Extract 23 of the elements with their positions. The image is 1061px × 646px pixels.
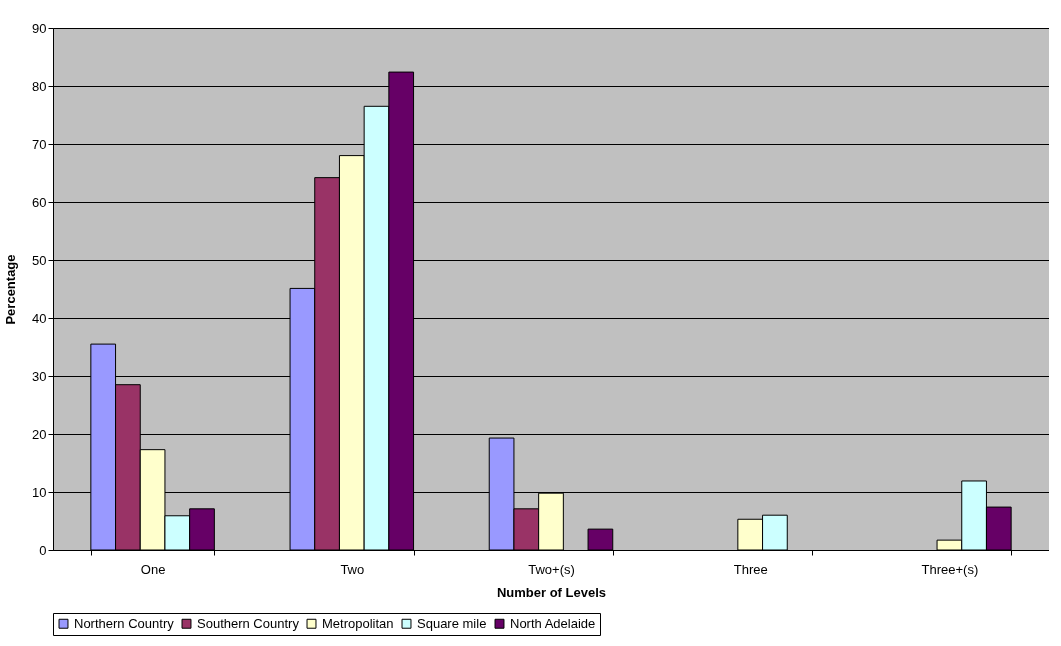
legend-label: Square mile [417,615,487,631]
x-tick-label: Two [340,561,365,577]
y-tick-label: 90 [32,20,47,36]
y-tick-label: 30 [32,368,47,384]
legend-label: Northern Country [74,615,175,631]
x-tick-label: Three+(s) [921,561,979,577]
y-tick-label: 0 [39,542,47,558]
y-tick-label: 70 [32,136,47,152]
y-tick-label: 50 [32,252,47,268]
bar [587,528,614,551]
y-axis-title: Percentage [3,254,19,325]
x-axis-title: Number of Levels [496,584,607,600]
legend-label: Metropolitan [322,615,394,631]
y-tick-label: 40 [32,310,47,326]
x-tick-label: Three [733,561,768,577]
y-tick-label: 10 [32,484,47,500]
y-tick-label: 80 [32,78,47,94]
x-tick-label: Two+(s) [528,561,575,577]
x-tick-label: One [140,561,166,577]
y-tick-label: 20 [32,426,47,442]
legend-label: North Adelaide [510,615,596,631]
legend-label: Southern Country [197,615,300,631]
y-tick-label: 60 [32,194,47,210]
